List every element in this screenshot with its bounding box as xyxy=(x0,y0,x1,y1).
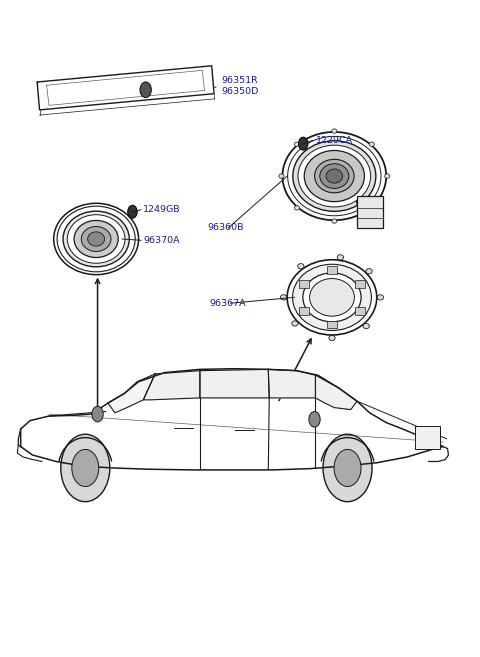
FancyBboxPatch shape xyxy=(327,321,336,328)
FancyBboxPatch shape xyxy=(300,280,309,288)
Ellipse shape xyxy=(304,150,364,202)
FancyBboxPatch shape xyxy=(300,307,309,315)
Ellipse shape xyxy=(369,206,374,210)
Circle shape xyxy=(72,449,99,487)
Ellipse shape xyxy=(298,145,371,207)
Ellipse shape xyxy=(287,260,377,335)
Circle shape xyxy=(61,434,110,502)
Ellipse shape xyxy=(332,129,337,133)
Text: 1249GB: 1249GB xyxy=(144,205,181,214)
Circle shape xyxy=(299,137,308,150)
Ellipse shape xyxy=(57,206,135,272)
Text: 96370A: 96370A xyxy=(144,236,180,245)
FancyBboxPatch shape xyxy=(355,307,365,315)
Text: 96360B: 96360B xyxy=(207,223,243,233)
Ellipse shape xyxy=(293,141,376,212)
Circle shape xyxy=(334,449,361,487)
Polygon shape xyxy=(200,369,269,398)
Ellipse shape xyxy=(292,264,372,330)
Ellipse shape xyxy=(332,219,337,223)
Ellipse shape xyxy=(329,335,335,340)
Ellipse shape xyxy=(316,187,352,205)
Ellipse shape xyxy=(337,255,344,260)
Ellipse shape xyxy=(363,323,369,328)
Ellipse shape xyxy=(74,221,118,258)
Ellipse shape xyxy=(279,174,284,178)
Ellipse shape xyxy=(63,211,129,267)
Ellipse shape xyxy=(294,142,300,147)
Ellipse shape xyxy=(75,242,118,261)
Ellipse shape xyxy=(54,203,139,275)
Ellipse shape xyxy=(67,215,125,263)
Ellipse shape xyxy=(326,169,343,183)
Ellipse shape xyxy=(305,182,363,210)
Polygon shape xyxy=(108,374,155,413)
Ellipse shape xyxy=(314,159,354,193)
Ellipse shape xyxy=(384,174,390,178)
Polygon shape xyxy=(315,375,357,409)
Ellipse shape xyxy=(81,227,111,252)
Text: 96367A: 96367A xyxy=(209,299,246,307)
Ellipse shape xyxy=(298,263,304,269)
Ellipse shape xyxy=(280,295,287,300)
Polygon shape xyxy=(144,371,200,400)
Bar xyxy=(415,426,441,449)
Ellipse shape xyxy=(320,164,349,189)
Ellipse shape xyxy=(88,232,105,246)
Text: 96351R
96350D: 96351R 96350D xyxy=(221,76,259,96)
FancyBboxPatch shape xyxy=(357,196,383,228)
Text: 1229CA: 1229CA xyxy=(315,136,353,145)
Ellipse shape xyxy=(377,295,384,300)
FancyBboxPatch shape xyxy=(355,280,365,288)
Ellipse shape xyxy=(288,137,381,215)
Ellipse shape xyxy=(310,279,354,316)
Circle shape xyxy=(140,82,151,98)
Ellipse shape xyxy=(369,142,374,147)
Ellipse shape xyxy=(282,132,386,220)
Polygon shape xyxy=(268,369,315,398)
Ellipse shape xyxy=(292,321,298,326)
Circle shape xyxy=(309,411,320,427)
Ellipse shape xyxy=(81,244,111,259)
Circle shape xyxy=(128,205,137,218)
Ellipse shape xyxy=(366,269,372,274)
Circle shape xyxy=(92,406,103,422)
Circle shape xyxy=(323,434,372,502)
Ellipse shape xyxy=(294,206,300,210)
FancyBboxPatch shape xyxy=(327,266,336,274)
Ellipse shape xyxy=(303,273,361,322)
